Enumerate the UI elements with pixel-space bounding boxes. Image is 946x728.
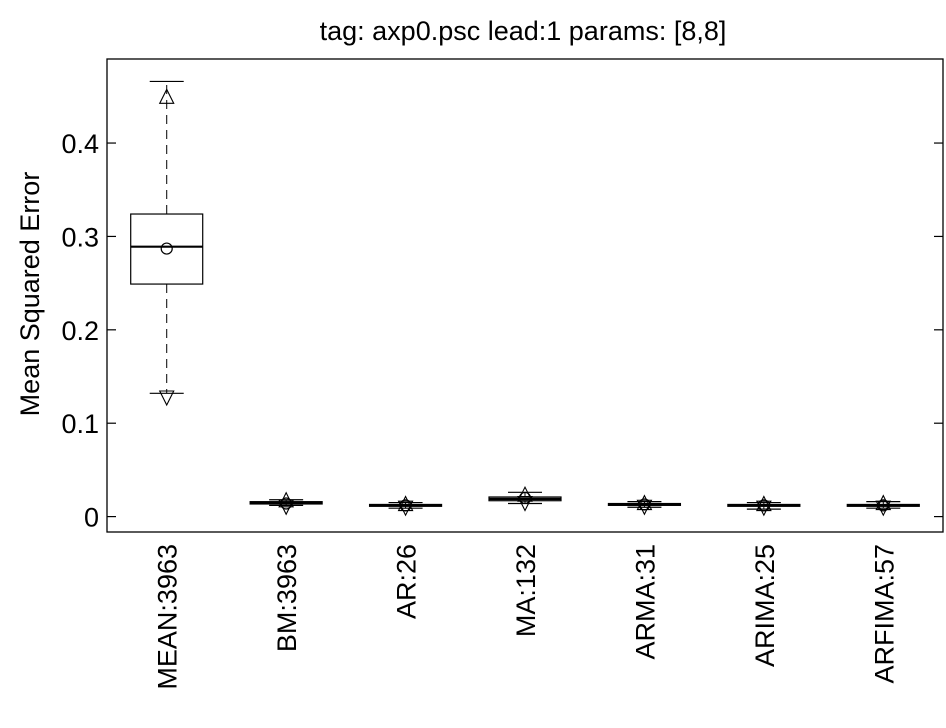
x-tick-label: BM:3963 — [272, 544, 302, 652]
upper-percentile-marker — [517, 485, 533, 502]
y-tick-label: 0.3 — [61, 222, 99, 252]
y-axis-ticks: 0 0.1 0.2 0.3 0.4 — [61, 129, 943, 533]
y-tick-label: 0.2 — [61, 316, 99, 346]
y-axis-label: Mean Squared Error — [15, 172, 45, 417]
x-tick-label: MEAN:3963 — [153, 544, 183, 690]
y-tick-label: 0.1 — [61, 409, 99, 439]
upper-percentile-marker — [158, 88, 175, 104]
box-arima-25 — [727, 495, 801, 517]
box-iqr — [130, 213, 204, 285]
box-bm-3963 — [249, 491, 323, 516]
box-mean-3963 — [130, 80, 204, 407]
x-tick-label: ARMA:31 — [630, 544, 660, 660]
box-arma-31 — [607, 494, 682, 516]
x-tick-label: AR:26 — [392, 544, 422, 619]
y-tick-label: 0 — [84, 503, 99, 533]
lower-percentile-marker — [755, 500, 772, 517]
plot-frame — [106, 58, 944, 533]
x-tick-label: MA:132 — [511, 544, 541, 637]
x-tick-label: ARFIMA:57 — [869, 544, 899, 684]
lower-percentile-marker — [517, 495, 533, 512]
lower-percentile-marker — [875, 500, 892, 517]
mean-marker — [160, 242, 173, 255]
box-ma-132 — [488, 485, 562, 512]
lower-percentile-marker — [278, 499, 295, 516]
lower-percentile-marker — [397, 500, 414, 517]
box-ar-26 — [368, 495, 443, 517]
x-tick-label: ARIMA:25 — [750, 544, 780, 667]
box-arfima-57 — [846, 494, 920, 517]
chart-title: tag: axp0.psc lead:1 params: [8,8] — [320, 16, 727, 46]
y-tick-label: 0.4 — [61, 129, 99, 159]
upper-percentile-marker — [875, 494, 892, 511]
plot-border — [106, 58, 944, 533]
lower-percentile-marker — [158, 390, 175, 407]
upper-percentile-marker — [397, 495, 414, 512]
x-axis-ticks: MEAN:3963 BM:3963 AR:26 MA:132 ARMA:31 ARIMA:… — [153, 544, 900, 690]
boxes-layer — [130, 80, 920, 517]
lower-percentile-marker — [636, 499, 653, 516]
upper-percentile-marker — [755, 495, 772, 512]
upper-percentile-marker — [636, 494, 653, 511]
